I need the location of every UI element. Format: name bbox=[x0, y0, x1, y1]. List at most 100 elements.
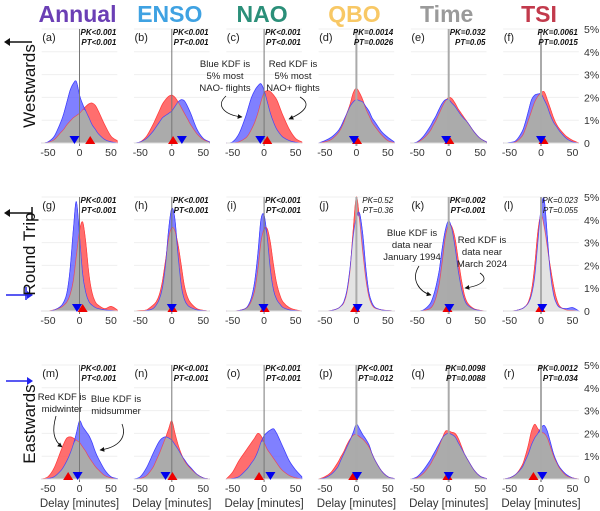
panel-label: (a) bbox=[42, 32, 55, 44]
pt-value: PT=0.05 bbox=[455, 38, 486, 47]
y-tick-label: 1% bbox=[584, 283, 599, 295]
column-title-tsi: TSI bbox=[521, 1, 557, 27]
x-tick-label: 50 bbox=[382, 483, 394, 495]
panel-label: (n) bbox=[135, 368, 148, 380]
x-tick-label: -50 bbox=[40, 315, 55, 327]
y-tick-label: 5% bbox=[584, 24, 599, 36]
panel-label: (o) bbox=[227, 368, 240, 380]
east-arrowhead-icon bbox=[27, 291, 33, 299]
pk-value: PK<0.001 bbox=[265, 28, 301, 37]
blue-triangle-down-icon bbox=[160, 472, 171, 480]
y-tick-label: 5% bbox=[584, 192, 599, 204]
pt-value: PT=0.0088 bbox=[446, 374, 486, 383]
y-tick-label: 4% bbox=[584, 215, 599, 227]
panel-label: (i) bbox=[227, 200, 237, 212]
row-label-round-trip: Round Trip bbox=[4, 207, 39, 300]
x-axis-label: Delay [minutes] bbox=[224, 498, 303, 510]
x-axis-label: Delay [minutes] bbox=[317, 498, 396, 510]
y-tick-label: 0 bbox=[584, 138, 590, 150]
blue-triangle-down-icon bbox=[537, 304, 548, 312]
x-axis-label: Delay [minutes] bbox=[409, 498, 488, 510]
panel-label: (r) bbox=[504, 368, 515, 380]
pk-value: PK<0.001 bbox=[80, 196, 116, 205]
row-label-westwards: Westwards bbox=[4, 38, 39, 128]
pt-value: PT=0.055 bbox=[543, 206, 578, 215]
annotation-nao-red: Red KDF is 5% most NAO+ flights bbox=[266, 59, 320, 120]
annotation-arrow-icon bbox=[415, 265, 432, 297]
x-tick-label: -50 bbox=[317, 147, 332, 159]
x-tick-label: 0 bbox=[446, 315, 452, 327]
x-tick-label: 0 bbox=[353, 483, 359, 495]
x-tick-label: 50 bbox=[382, 315, 394, 327]
x-axis-label: Delay [minutes] bbox=[40, 498, 119, 510]
y-tick-label: 1% bbox=[584, 451, 599, 463]
x-tick-label: -50 bbox=[502, 483, 517, 495]
x-tick-label: 0 bbox=[169, 315, 175, 327]
blue-triangle-down-icon bbox=[352, 304, 363, 312]
blue-triangle-down-icon bbox=[69, 136, 80, 144]
x-tick-label: -50 bbox=[317, 483, 332, 495]
panel-label: (k) bbox=[411, 200, 424, 212]
pt-value: PT<0.001 bbox=[266, 374, 301, 383]
x-tick-label: -50 bbox=[317, 315, 332, 327]
x-tick-label: 0 bbox=[446, 147, 452, 159]
x-tick-label: 0 bbox=[353, 315, 359, 327]
x-tick-label: -50 bbox=[133, 483, 148, 495]
red-triangle-up-icon bbox=[77, 304, 88, 312]
x-tick-label: -50 bbox=[225, 483, 240, 495]
pk-value: PK<0.001 bbox=[173, 196, 209, 205]
red-triangle-up-icon bbox=[528, 472, 539, 480]
x-tick-label: 50 bbox=[474, 147, 486, 159]
east-arrowhead-icon bbox=[27, 377, 33, 385]
pt-value: PT<0.001 bbox=[81, 38, 116, 47]
pk-value: PK<0.001 bbox=[80, 364, 116, 373]
pk-value: PK=0.032 bbox=[450, 28, 486, 37]
x-tick-label: 50 bbox=[197, 483, 209, 495]
annotation-arrow-icon bbox=[464, 272, 485, 290]
x-tick-label: -50 bbox=[502, 147, 517, 159]
panel-label: (m) bbox=[42, 368, 59, 380]
blue-triangle-down-icon bbox=[352, 472, 363, 480]
x-tick-label: 0 bbox=[77, 315, 83, 327]
y-tick-label: 3% bbox=[584, 238, 599, 250]
annotation-nao-blue: Blue KDF is 5% most NAO- flights bbox=[199, 59, 251, 119]
row-label-eastwards: Eastwards bbox=[6, 377, 39, 464]
x-tick-label: 0 bbox=[261, 147, 267, 159]
y-tick-label: 4% bbox=[584, 383, 599, 395]
panel-label: (c) bbox=[227, 32, 240, 44]
annotation-line: Red KDF is bbox=[38, 392, 87, 403]
annotation-line: Blue KDF is bbox=[387, 228, 437, 239]
pk-value: PK<0.001 bbox=[173, 364, 209, 373]
y-tick-label: 3% bbox=[584, 406, 599, 418]
x-tick-label: -50 bbox=[40, 483, 55, 495]
pk-value: PK=0.023 bbox=[542, 196, 578, 205]
x-tick-label: -50 bbox=[133, 147, 148, 159]
x-tick-label: 50 bbox=[197, 147, 209, 159]
pk-value: PK<0.001 bbox=[265, 196, 301, 205]
x-tick-label: 0 bbox=[261, 483, 267, 495]
west-arrowhead-icon bbox=[4, 209, 10, 217]
x-tick-label: 0 bbox=[77, 147, 83, 159]
pt-value: PT=0.012 bbox=[358, 374, 393, 383]
x-tick-label: -50 bbox=[225, 315, 240, 327]
pk-value: PK<0.001 bbox=[357, 364, 393, 373]
annotation-line: 5% most bbox=[207, 71, 244, 82]
blue-triangle-down-icon bbox=[348, 136, 359, 144]
blue-triangle-down-icon bbox=[166, 304, 177, 312]
y-tick-label: 4% bbox=[584, 47, 599, 59]
annotation-line: Red KDF is bbox=[458, 235, 507, 246]
annotation-time-red: Red KDF is data near March 2024 bbox=[457, 235, 507, 290]
